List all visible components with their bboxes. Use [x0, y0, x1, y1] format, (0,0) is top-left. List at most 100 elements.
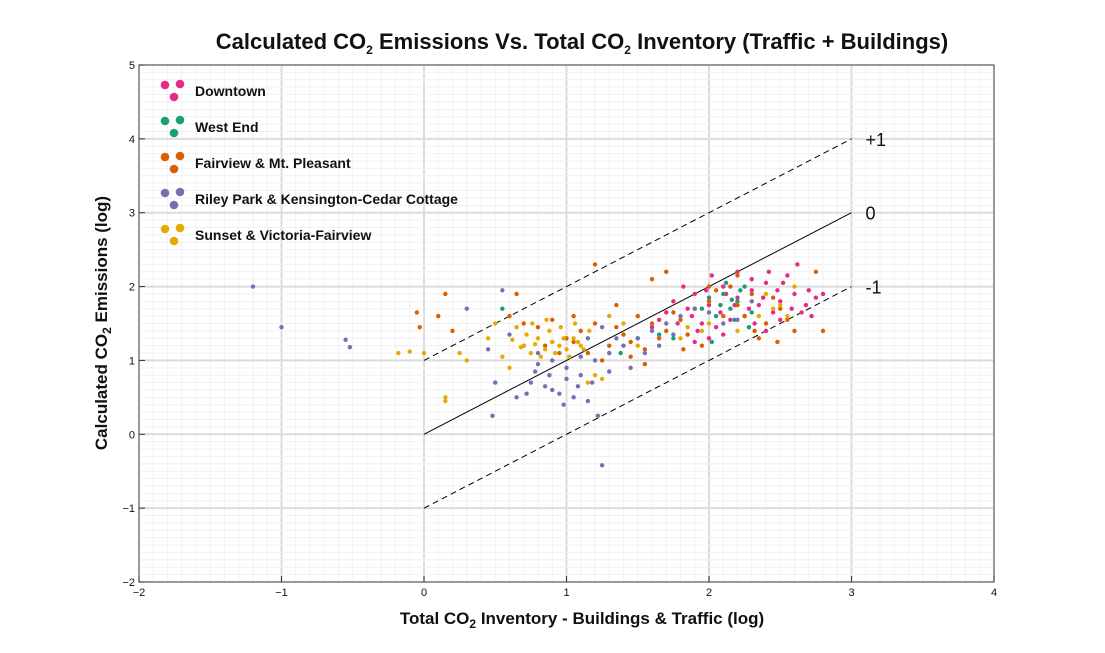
- scatter-point: [578, 373, 583, 378]
- x-tick-label: 3: [848, 587, 854, 599]
- chart-title-subscript-2: 2: [624, 43, 631, 57]
- scatter-point: [443, 395, 448, 400]
- scatter-point: [749, 276, 754, 282]
- scatter-point: [535, 324, 541, 330]
- scatter-point: [752, 328, 757, 334]
- legend-marker: [160, 152, 170, 162]
- scatter-point: [607, 313, 612, 319]
- scatter-point: [535, 350, 541, 356]
- scatter-point: [713, 288, 719, 293]
- scatter-point: [575, 339, 581, 345]
- scatter-point: [756, 313, 762, 319]
- scatter-point: [407, 349, 412, 354]
- series-4: [396, 284, 797, 404]
- scatter-point: [561, 402, 566, 407]
- reference-line: [423, 212, 852, 435]
- scatter-point: [514, 291, 519, 297]
- legend-item: Fairview & Mt. Pleasant: [160, 151, 351, 174]
- scatter-point: [635, 343, 640, 348]
- x-tick-label: −1: [275, 587, 288, 599]
- scatter-point: [436, 313, 441, 319]
- scatter-point: [607, 343, 612, 348]
- scatter-point: [728, 317, 733, 323]
- scatter-point: [749, 310, 754, 315]
- series-0: [649, 262, 826, 345]
- scatter-point: [706, 336, 712, 341]
- scatter-point: [524, 332, 529, 337]
- scatter-point: [742, 284, 747, 289]
- scatter-point: [763, 321, 769, 326]
- scatter-point: [578, 354, 583, 359]
- legend-marker: [169, 236, 179, 246]
- chart-title-part-2: Emissions Vs. Total CO: [373, 29, 624, 54]
- scatter-point: [572, 321, 578, 326]
- scatter-point: [664, 310, 669, 315]
- scatter-point: [421, 350, 427, 356]
- scatter-point: [706, 302, 712, 308]
- series-1: [500, 280, 754, 356]
- scatter-point: [752, 321, 757, 326]
- scatter-point: [279, 324, 284, 330]
- scatter-point: [507, 365, 512, 371]
- scatter-point: [532, 369, 538, 374]
- scatter-point: [723, 280, 729, 286]
- reference-lines: +1 0 -1: [423, 130, 886, 509]
- legend-marker: [175, 151, 185, 161]
- scatter-point: [692, 291, 697, 297]
- scatter-point: [552, 350, 558, 356]
- scatter-point: [414, 310, 420, 315]
- scatter-point: [742, 313, 747, 319]
- scatter-point: [746, 306, 752, 311]
- scatter-point: [514, 395, 519, 400]
- scatter-point: [749, 291, 754, 297]
- scatter-point: [770, 295, 776, 300]
- y-tick-label: 1: [129, 355, 135, 367]
- scatter-point: [671, 299, 676, 304]
- scatter-point: [485, 347, 491, 352]
- scatter-point: [500, 354, 505, 359]
- y-axis-label-subscript: 2: [100, 327, 114, 334]
- scatter-point: [547, 328, 552, 334]
- scatter-point: [664, 328, 669, 334]
- x-axis-label: Total CO2 Inventory - Buildings & Traffi…: [400, 609, 764, 631]
- scatter-point: [735, 328, 740, 334]
- scatter-point: [557, 350, 562, 356]
- scatter-point: [735, 302, 740, 308]
- scatter-point: [550, 358, 555, 363]
- scatter-point: [749, 299, 754, 304]
- legend-label: West End: [195, 119, 259, 135]
- scatter-point: [656, 332, 662, 337]
- scatter-point: [649, 328, 655, 334]
- x-tick-label: 1: [563, 587, 569, 599]
- reference-line-label: 0: [866, 204, 876, 224]
- scatter-point: [417, 324, 422, 330]
- scatter-point: [721, 332, 726, 337]
- scatter-point: [749, 288, 754, 293]
- scatter-point: [507, 313, 512, 319]
- y-tick-label: 2: [129, 282, 135, 294]
- scatter-point: [685, 324, 690, 330]
- legend-marker: [175, 223, 185, 233]
- scatter-point: [607, 369, 612, 374]
- scatter-point: [785, 273, 790, 278]
- scatter-point: [587, 328, 592, 334]
- legend-marker: [169, 164, 179, 174]
- legend-item: Sunset & Victoria-Fairview: [160, 223, 371, 246]
- scatter-point: [706, 310, 712, 315]
- series-3: [250, 284, 754, 468]
- legend-label: Fairview & Mt. Pleasant: [195, 155, 351, 171]
- scatter-point: [493, 321, 498, 326]
- scatter-point: [678, 336, 683, 341]
- scatter-point: [775, 339, 780, 345]
- scatter-point: [681, 284, 686, 289]
- scatter-point: [735, 317, 740, 323]
- scatter-point: [530, 321, 535, 326]
- scatter-point: [571, 313, 576, 319]
- scatter-point: [664, 269, 669, 274]
- scatter-point: [635, 336, 640, 341]
- scatter-point: [557, 343, 562, 348]
- series-2: [414, 262, 826, 367]
- y-tick-label: 5: [129, 60, 135, 72]
- scatter-point: [671, 332, 676, 337]
